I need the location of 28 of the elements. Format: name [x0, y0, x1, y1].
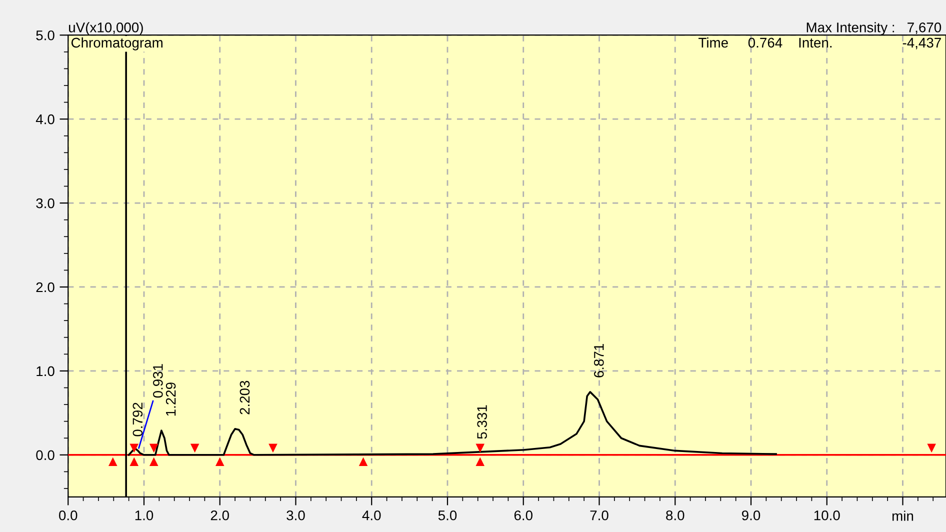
x-tick-label: 2.0: [210, 510, 229, 520]
x-tick-label: 8.0: [666, 510, 684, 520]
annotation: 0.931: [153, 364, 163, 398]
annotation: 1.229: [166, 382, 176, 416]
y-tick-label: 1.0: [36, 366, 54, 376]
y-tick-label: 5.0: [36, 30, 54, 40]
x-tick-label: 7.0: [590, 510, 608, 520]
x-tick-label: 10.0: [814, 510, 840, 520]
annotation: 0.792: [132, 402, 143, 436]
x-tick-label: 1.0: [135, 510, 154, 520]
y-tick-label: 2.0: [36, 282, 54, 292]
x-tick-label: 0.0: [59, 510, 78, 520]
y-tick-label: 3.0: [36, 198, 54, 208]
x-tick-label: 4.0: [362, 510, 381, 520]
annotation: Time 0.764 Inten. -4,437: [698, 37, 941, 50]
y-tick-label: 4.0: [36, 114, 54, 124]
x-tick-label: 3.0: [286, 510, 305, 520]
annotation: Max Intensity : 7,670: [806, 22, 942, 36]
x-axis-title: min: [892, 510, 914, 521]
x-tick-label: 5.0: [438, 510, 457, 520]
annotation: 2.203: [240, 380, 250, 414]
x-tick-label: 6.0: [514, 510, 532, 520]
chart-title: Chromatogram: [71, 37, 162, 50]
annotation: 6.871: [594, 344, 604, 378]
x-tick-label: 9.0: [742, 510, 760, 520]
y-tick-label: 0.0: [36, 450, 54, 460]
y-axis-title: uV(x10,000): [69, 22, 143, 36]
annotation: 5.331: [477, 405, 487, 439]
